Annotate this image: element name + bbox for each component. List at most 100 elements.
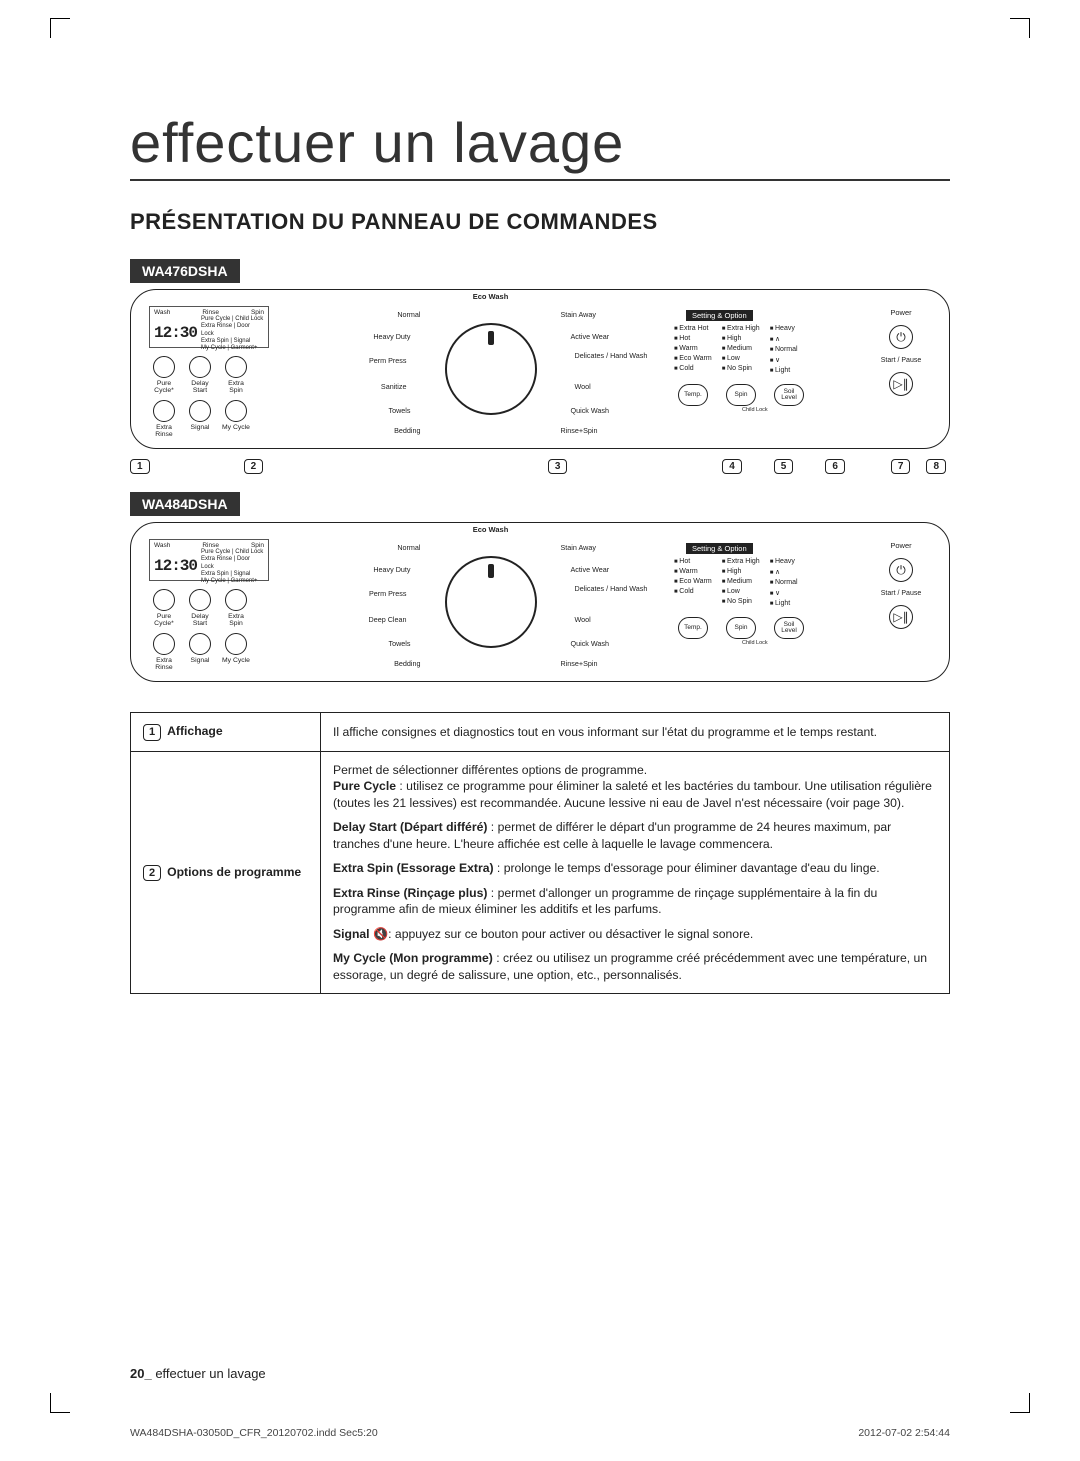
power-column-b: Power ⏻ Start / Pause ▷∥	[869, 537, 933, 667]
row2-label: Options de programme	[167, 865, 301, 879]
print-footer: WA484DSHA-03050D_CFR_20120702.indd Sec5:…	[130, 1427, 950, 1439]
lcd-g-b: Garment+	[231, 578, 258, 584]
display-column-b: Wash Rinse Spin 12:30 Pure Cycle | Child…	[147, 537, 307, 667]
callout-2: 2	[244, 459, 264, 474]
temp-hot: Hot	[674, 335, 712, 342]
cycle-rinse-b: Rinse+Spin	[513, 659, 598, 668]
soil-options-b: Heavy ∧ Normal ∨ Light	[770, 558, 798, 607]
signal-button[interactable]	[189, 400, 211, 422]
cycle-delicates: Delicates / Hand Wash	[513, 352, 648, 359]
cycle-delicates-b: Delicates / Hand Wash	[513, 585, 648, 592]
lcd-time: 12:30	[154, 325, 197, 343]
lcd-spin: Spin	[251, 309, 264, 316]
temp-button[interactable]: Temp.	[678, 384, 708, 406]
my-cycle-button[interactable]	[225, 400, 247, 422]
signal-off-icon: 🔇	[370, 927, 389, 941]
lcd-rinse-b: Rinse	[202, 542, 219, 549]
callout-row: 1 2 3 4 5 6 7 8	[130, 459, 950, 474]
spin-button-b[interactable]: Spin	[726, 617, 756, 639]
start-pause-button[interactable]: ▷∥	[889, 372, 913, 396]
lcd-childlock: Child Lock	[235, 316, 263, 322]
callout-7: 7	[891, 459, 911, 474]
my-cycle-button-b[interactable]	[225, 633, 247, 655]
my-cycle-label: My Cycle	[221, 424, 251, 431]
r2f: : appuyez sur ce bouton pour activer ou …	[388, 927, 753, 941]
lcd-es-b: Extra Spin	[201, 571, 229, 577]
cycle-normal-b: Normal	[397, 543, 468, 552]
cycle-heavy: Heavy Duty	[373, 332, 468, 341]
spin-button[interactable]: Spin	[726, 384, 756, 406]
spin-l-b: Low	[722, 588, 760, 595]
extra-rinse-button[interactable]	[153, 400, 175, 422]
pure-cycle-button[interactable]	[153, 356, 175, 378]
cycle-quick-b: Quick Wash	[513, 639, 609, 648]
settings-title-b: Setting & Option	[686, 543, 753, 554]
pure-cycle-button-b[interactable]	[153, 589, 175, 611]
power-button[interactable]: ⏻	[889, 325, 913, 349]
control-panel-a: Wash Rinse Spin 12:30 Pure Cycle | Child…	[130, 289, 950, 449]
delay-start-button[interactable]	[189, 356, 211, 378]
child-lock-label: Child Lock	[742, 407, 869, 413]
cycle-active-b: Active Wear	[513, 565, 610, 574]
soil-light: Light	[770, 367, 798, 374]
cycle-towels: Towels	[389, 406, 469, 415]
cycle-towels-b: Towels	[389, 639, 469, 648]
delay-start-label: Delay Start	[185, 380, 215, 394]
r2a: Permet de sélectionner différentes optio…	[333, 763, 647, 777]
power-label: Power	[890, 308, 911, 317]
r2b: : utilisez ce programme pour éliminer la…	[333, 779, 932, 809]
soil-button-b[interactable]: Soil Level	[774, 617, 804, 639]
soil-button[interactable]: Soil Level	[774, 384, 804, 406]
r2c-bold: Delay Start (Départ différé)	[333, 820, 487, 834]
start-label-b: Start / Pause	[881, 590, 921, 597]
settings-title: Setting & Option	[686, 310, 753, 321]
row2-label-cell: 2Options de programme	[131, 751, 321, 993]
section-heading: PRÉSENTATION DU PANNEAU DE COMMANDES	[130, 209, 950, 235]
lcd-signal: Signal	[234, 338, 251, 344]
soil-heavy: Heavy	[770, 325, 798, 332]
cycle-heavy-b: Heavy Duty	[373, 565, 468, 574]
temp-warm-b: Warm	[674, 568, 712, 575]
lcd-display: Wash Rinse Spin 12:30 Pure Cycle | Child…	[149, 306, 269, 348]
lcd-mc-b: My Cycle	[201, 578, 226, 584]
signal-button-b[interactable]	[189, 633, 211, 655]
lcd-pure: Pure Cycle	[201, 316, 230, 322]
extra-spin-button-b[interactable]	[225, 589, 247, 611]
temp-cold: Cold	[674, 365, 712, 372]
spin-low: Low	[722, 355, 760, 362]
lcd-sig-b: Signal	[234, 571, 251, 577]
row1-num: 1	[143, 724, 161, 741]
signal-label: Signal	[185, 424, 215, 431]
lcd-spin-b: Spin	[251, 542, 264, 549]
lcd-er-b: Extra Rinse	[201, 556, 232, 562]
delay-start-button-b[interactable]	[189, 589, 211, 611]
settings-column-b: Setting & Option Hot Warm Eco Warm Cold …	[674, 537, 869, 667]
temp-button-b[interactable]: Temp.	[678, 617, 708, 639]
power-button-b[interactable]: ⏻	[889, 558, 913, 582]
signal-label-b: Signal	[185, 657, 215, 664]
temp-ecowarm-b: Eco Warm	[674, 578, 712, 585]
cycle-deep-b: Deep Clean	[369, 615, 469, 624]
soil-d-b: ∨	[770, 589, 798, 597]
soil-options: Heavy ∧ Normal ∨ Light	[770, 325, 798, 374]
r2g-bold: My Cycle (Mon programme)	[333, 951, 493, 965]
temp-warm: Warm	[674, 345, 712, 352]
espin-label-b: Extra Spin	[221, 613, 251, 627]
cycle-rinsespin: Rinse+Spin	[513, 426, 598, 435]
extra-rinse-button-b[interactable]	[153, 633, 175, 655]
cycle-wool: Wool	[513, 382, 591, 391]
mycycle-label-b: My Cycle	[221, 657, 251, 664]
lcd-pure-b: Pure Cycle	[201, 549, 230, 555]
spin-extra-high: Extra High	[722, 325, 760, 332]
extra-spin-button[interactable]	[225, 356, 247, 378]
callout-6: 6	[825, 459, 845, 474]
temp-options: Extra Hot Hot Warm Eco Warm Cold	[674, 325, 712, 374]
temp-hot-b: Hot	[674, 558, 712, 565]
cycle-bedding-b: Bedding	[394, 659, 468, 668]
spin-medium: Medium	[722, 345, 760, 352]
settings-column: Setting & Option Extra Hot Hot Warm Eco …	[674, 304, 869, 434]
cycle-wool-b: Wool	[513, 615, 591, 624]
start-pause-button-b[interactable]: ▷∥	[889, 605, 913, 629]
spin-m-b: Medium	[722, 578, 760, 585]
cycle-sanitize: Sanitize	[381, 382, 469, 391]
